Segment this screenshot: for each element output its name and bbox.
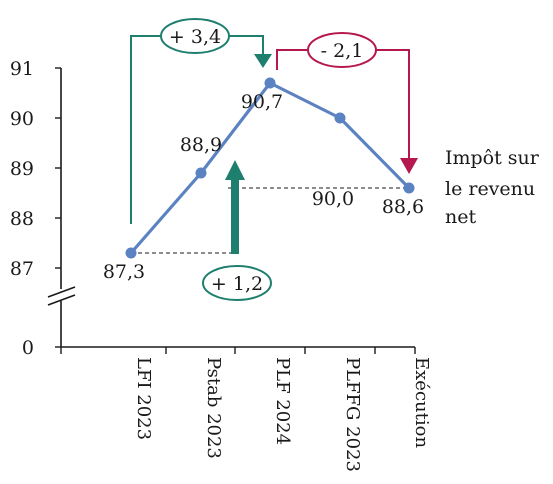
series-name-label: le revenu	[445, 178, 535, 200]
annotation-bubble-decrease	[307, 32, 377, 68]
annotation-bracket-increase	[130, 35, 264, 224]
data-point	[334, 112, 346, 124]
y-tick-label: 88	[10, 208, 34, 230]
y-tick-label: 91	[10, 58, 34, 80]
x-category-label: LFI 2023	[133, 357, 154, 440]
data-value-label: 87,3	[103, 261, 145, 283]
y-tick-label: 87	[10, 258, 34, 280]
data-value-label: 90,0	[312, 188, 354, 210]
annotation-label-decrease: - 2,1	[321, 40, 364, 62]
axis-break-mark-upper	[47, 286, 76, 298]
x-category-label: PLF 2024	[272, 357, 293, 445]
series-name-label: Impôt sur	[445, 147, 540, 169]
series-name-label: net	[445, 206, 476, 228]
x-category-label: Pstab 2023	[203, 357, 224, 459]
annotation-bubble-net	[202, 265, 272, 301]
annotation-arrow-shaft-net	[231, 176, 239, 254]
data-point	[403, 182, 415, 194]
data-point	[195, 167, 207, 179]
annotation-bubble-increase	[160, 18, 230, 54]
annotation-arrowhead-increase	[254, 54, 272, 68]
data-value-label: 88,9	[180, 134, 222, 156]
y-tick-label: 90	[10, 108, 34, 130]
axis-break-mark-lower	[47, 294, 76, 306]
y-tick-label: 0	[22, 337, 34, 359]
y-tick-label: 89	[10, 158, 34, 180]
x-category-label: PLFFG 2023	[342, 357, 363, 472]
annotation-label-net: + 1,2	[211, 273, 263, 295]
data-value-label: 90,7	[241, 91, 283, 113]
data-point	[264, 77, 276, 89]
data-value-label: 88,6	[382, 196, 424, 218]
data-point	[125, 247, 137, 259]
annotation-label-increase: + 3,4	[169, 26, 221, 48]
annotation-arrowhead-decrease	[400, 158, 418, 174]
x-category-label: Exécution	[411, 357, 432, 448]
annotation-arrowhead-net	[225, 160, 245, 180]
